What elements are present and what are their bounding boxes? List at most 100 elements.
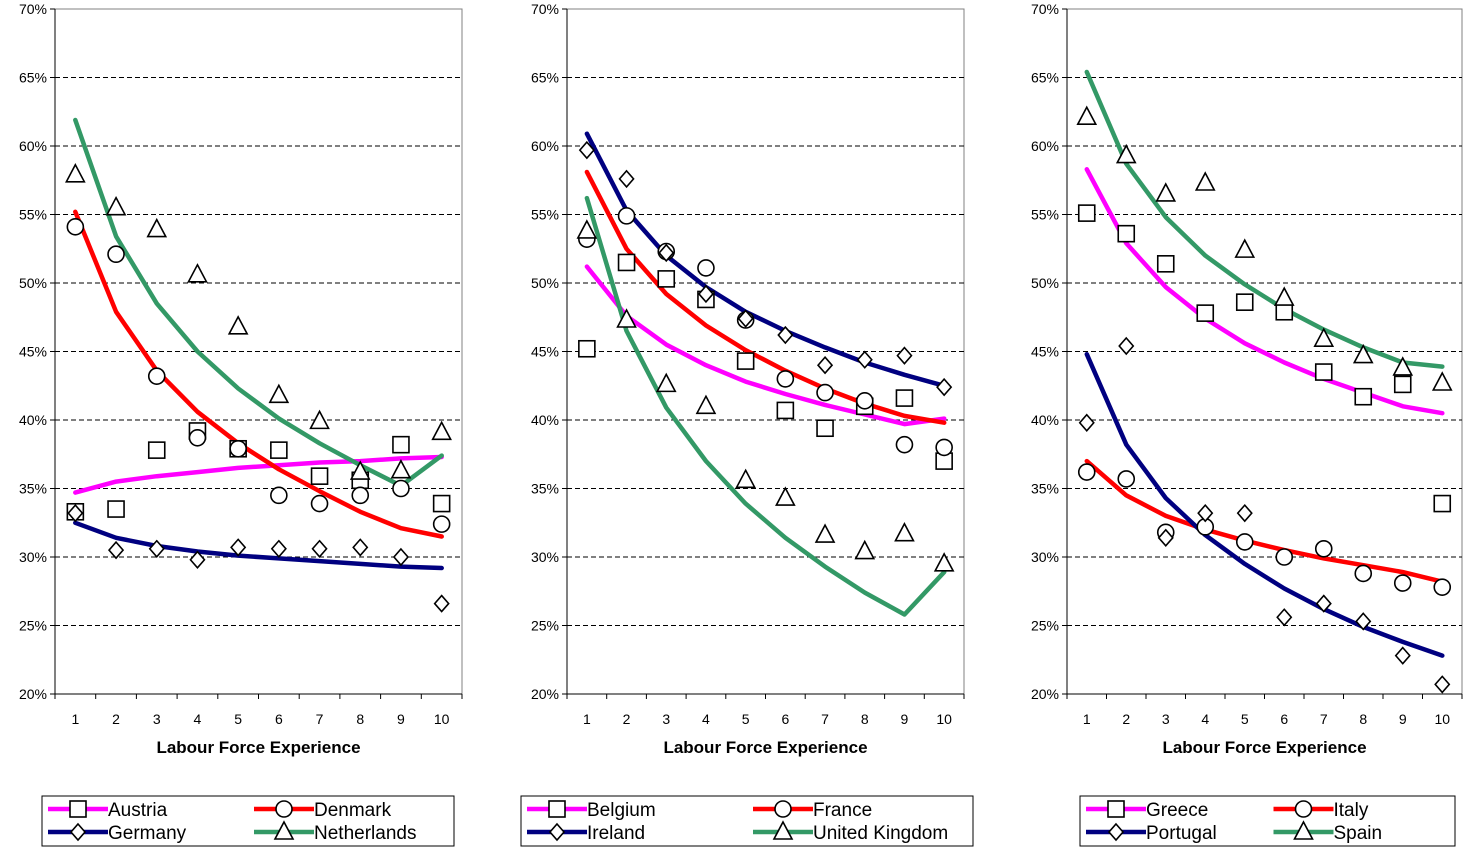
data-point [1118,336,1135,356]
data-point [776,370,795,388]
data-point [1275,302,1294,321]
x-tick-label: 9 [397,711,405,727]
data-point [311,539,328,558]
data-point [1354,387,1373,406]
x-tick-label: 10 [936,711,952,727]
data-point [1117,470,1136,488]
x-tick-label: 3 [662,711,670,727]
data-point [735,468,756,489]
data-point [1355,612,1372,631]
x-tick-label: 2 [623,711,631,727]
data-point [936,377,953,397]
data-point [777,325,794,345]
data-point [657,270,676,288]
legend-label: Belgium [587,800,656,821]
fit-line-portugal [1084,351,1445,658]
data-point [1236,503,1253,523]
fit-line-netherlands [73,117,444,489]
legend-marker [548,822,566,842]
legend-marker [273,820,295,840]
legend-box [1079,795,1456,847]
y-tick-label: 60% [19,138,47,154]
y-tick-label: 55% [531,207,559,223]
data-point [896,346,913,365]
legend-label: Netherlands [314,823,416,844]
legend-label: Spain [1334,823,1383,844]
legend-box [41,795,455,847]
data-point [617,253,636,272]
fit-line-united-kingdom [584,195,947,617]
data-point [392,547,410,567]
data-point [658,243,675,263]
fit-line-belgium [584,264,947,427]
chart-panel-2: 20% 25% 30% 35% 40% 45% 50% 55% 60% 65% 70% 1 2 3 4 5 6 7… [520,1,974,847]
legend-box [520,795,974,847]
x-tick-label: 4 [194,711,202,727]
y-tick-label: 65% [1031,70,1059,86]
data-point [578,140,595,160]
data-point [1434,675,1451,694]
x-tick-label: 5 [234,711,242,727]
data-point [814,523,836,543]
data-point [229,439,247,458]
fit-line-ireland [584,131,947,389]
data-point [107,500,125,518]
x-tick-label: 6 [1280,711,1288,727]
data-point [855,392,874,410]
legend-label: Ireland [587,823,645,844]
legend-label: United Kingdom [813,823,948,844]
legend-marker [1107,822,1125,842]
data-point [392,435,410,454]
fit-line-austria [73,454,444,495]
data-point [1197,503,1214,523]
y-tick-label: 50% [531,275,559,291]
data-point [578,339,596,358]
data-point [1352,343,1374,364]
x-tick-label: 9 [1399,711,1407,727]
data-point [310,494,329,513]
legend: Belgium France Ireland United Kingdom [520,795,974,847]
chart-panel-3: 20% 25% 30% 35% 40% 45% 50% 55% 60% 65% 70% 1 2 3 4 5 6 7… [1031,1,1463,847]
data-point [617,207,636,225]
fit-line-italy [1084,458,1445,584]
y-tick-label: 35% [19,481,47,497]
data-point [1313,327,1335,347]
x-tick-label: 1 [583,711,591,727]
data-point [351,486,370,505]
legend-label: Greece [1146,800,1208,821]
series-spain [1076,105,1453,391]
series-germany [67,503,450,613]
data-point [737,309,754,328]
y-tick-label: 45% [531,344,559,360]
y-tick-label: 50% [19,275,47,291]
legend-label: Italy [1334,800,1369,821]
data-point [616,308,637,328]
data-point [856,350,873,369]
y-tick-label: 25% [531,618,559,634]
data-point [352,538,369,557]
data-point [1433,494,1452,513]
x-tick-label: 7 [316,711,324,727]
legend-marker [1107,800,1125,818]
data-point [1157,528,1174,548]
y-tick-label: 35% [1031,481,1059,497]
data-point [1433,578,1452,596]
data-point [618,169,635,189]
y-tick-label: 40% [531,412,559,428]
data-point [349,460,371,480]
data-point [1235,293,1254,311]
data-point [230,538,247,557]
data-point [431,420,452,441]
data-point [935,438,953,457]
data-point [105,195,127,216]
data-point [1392,356,1414,376]
data-point [1078,413,1095,432]
fit-line-spain [1084,69,1445,369]
legend-marker [69,822,87,842]
data-point [1234,238,1256,258]
x-tick-label: 9 [901,711,909,727]
data-point [390,458,412,479]
data-point [816,383,834,402]
y-tick-label: 45% [19,344,47,360]
